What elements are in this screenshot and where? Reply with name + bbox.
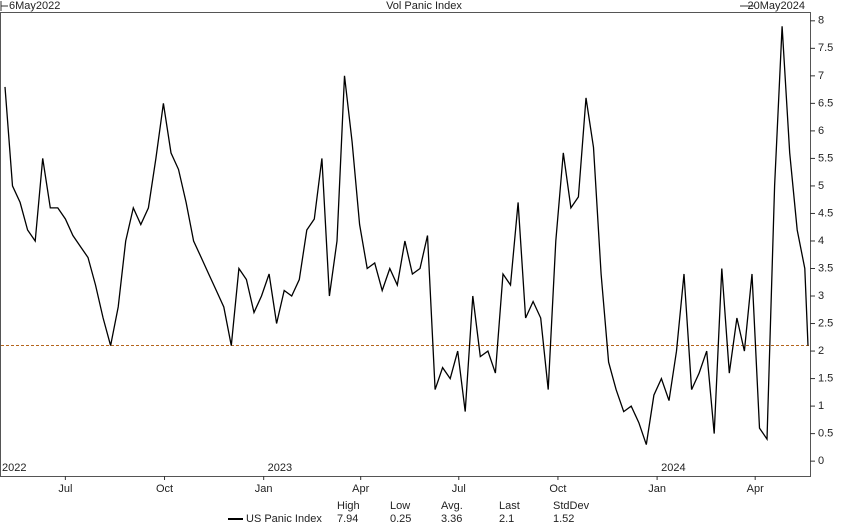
- stat-header: Low: [390, 500, 410, 512]
- x-tick-label: Apr: [747, 483, 764, 495]
- plot-frame: [0, 12, 811, 477]
- x-tick-label: Jan: [648, 483, 666, 495]
- y-tick-label: 1: [818, 400, 824, 412]
- y-tick-label: 1.5: [818, 372, 833, 384]
- end-label: 20May2024: [748, 0, 806, 12]
- stat-header: Last: [499, 500, 520, 512]
- x-tick-label: Jan: [255, 483, 273, 495]
- stat-value: 2.1: [499, 513, 514, 525]
- y-tick-label: 5.5: [818, 152, 833, 164]
- y-tick-label: 7: [818, 70, 824, 82]
- stat-header: Avg.: [441, 500, 463, 512]
- y-tick-label: 3.5: [818, 262, 833, 274]
- y-tick-label: 6.5: [818, 97, 833, 109]
- start-label: 6May2022: [9, 0, 60, 12]
- stat-value: 1.52: [553, 513, 574, 525]
- year-label: 2022: [2, 462, 26, 474]
- start-arrow: [0, 1, 8, 11]
- legend-label: US Panic Index: [246, 513, 322, 525]
- stat-value: 3.36: [441, 513, 462, 525]
- x-tick-label: Jul: [452, 483, 466, 495]
- x-tick-label: Apr: [352, 483, 369, 495]
- y-tick-label: 0: [818, 455, 824, 467]
- y-tick-label: 4: [818, 235, 824, 247]
- y-tick-label: 3: [818, 290, 824, 302]
- year-label: 2024: [661, 462, 685, 474]
- stat-value: 7.94: [337, 513, 358, 525]
- stat-header: High: [337, 500, 360, 512]
- y-tick-label: 0.5: [818, 428, 833, 440]
- chart-title: Vol Panic Index: [386, 0, 462, 12]
- x-tick-label: Oct: [549, 483, 566, 495]
- stat-value: 0.25: [390, 513, 411, 525]
- y-tick-label: 2.5: [818, 317, 833, 329]
- year-label: 2023: [268, 462, 292, 474]
- y-tick-label: 6: [818, 125, 824, 137]
- series-line: [4, 26, 809, 445]
- x-tick-label: Oct: [156, 483, 173, 495]
- y-tick-label: 7.5: [818, 42, 833, 54]
- y-tick-label: 5: [818, 180, 824, 192]
- stat-header: StdDev: [553, 500, 590, 512]
- y-tick-label: 8: [818, 15, 824, 27]
- y-tick-label: 2: [818, 345, 824, 357]
- x-tick-label: Jul: [58, 483, 72, 495]
- y-tick-label: 4.5: [818, 207, 833, 219]
